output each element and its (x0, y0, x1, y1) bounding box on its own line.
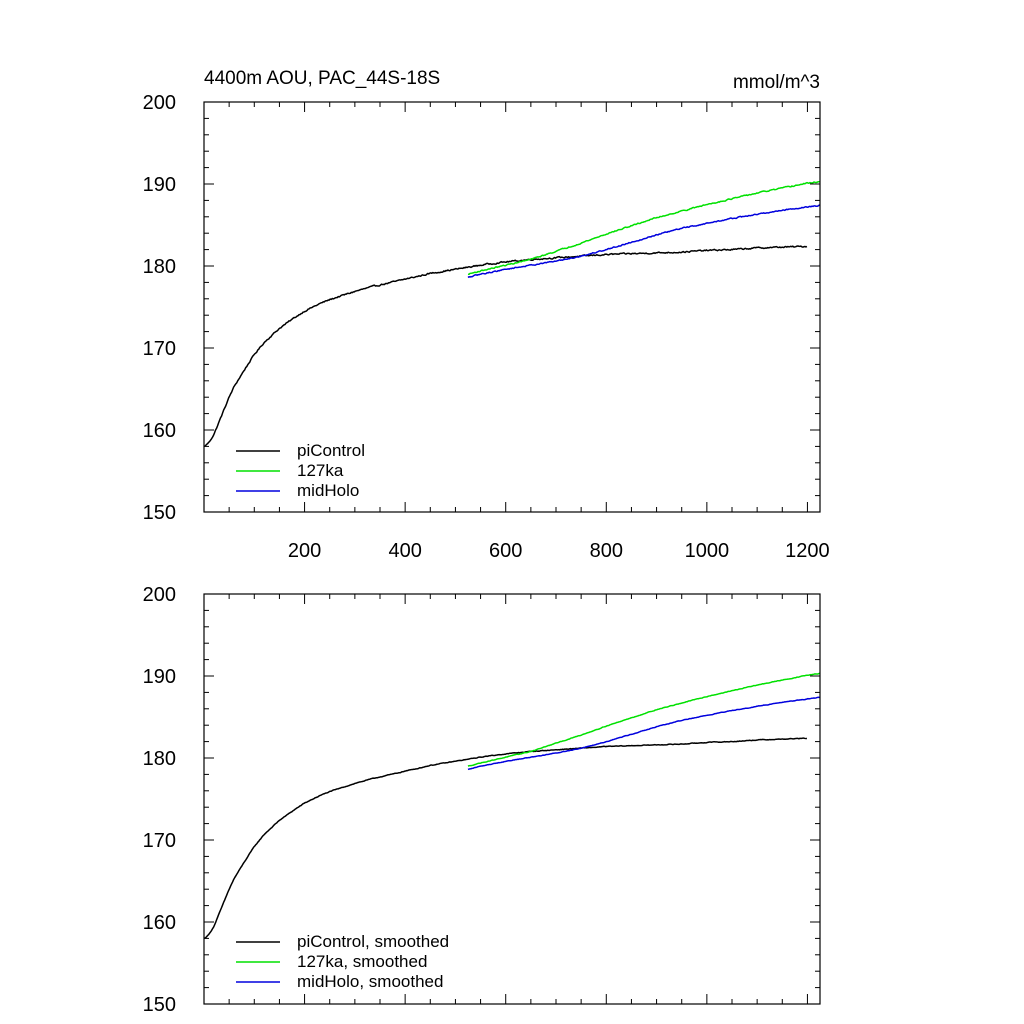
y-tick-label: 160 (143, 420, 176, 442)
y-tick-label: 200 (143, 92, 176, 114)
top-panel: 4400m AOU, PAC_44S-18S mmol/m^3 150 160 17… (143, 68, 830, 562)
units-label: mmol/m^3 (733, 72, 820, 93)
legend-label: piControl (297, 441, 365, 460)
y-tick-label: 180 (143, 256, 176, 278)
y-tick-label: 170 (143, 830, 176, 852)
y-tick-label: 190 (143, 666, 176, 688)
series-layer (204, 672, 821, 940)
chart-title: 4400m AOU, PAC_44S-18S (204, 68, 440, 89)
bottom-panel: 150 160 170 180 190 200 piControl, smoothed 1… (143, 584, 821, 1016)
series-line-127ka-smoothed (467, 672, 821, 767)
legend-label: midHolo, smoothed (297, 972, 443, 991)
x-tick-label: 800 (590, 540, 623, 562)
series-layer (204, 180, 821, 448)
plot-frame (203, 593, 821, 1005)
legend: piControl, smoothed 127ka, smoothed midH… (236, 932, 449, 991)
series-line-picontrol (204, 245, 808, 448)
y-tick-label: 150 (143, 502, 176, 524)
legend-label: 127ka (297, 461, 344, 480)
x-tick-label: 1200 (785, 540, 830, 562)
y-tick-label: 170 (143, 338, 176, 360)
legend-label: 127ka, smoothed (297, 952, 427, 971)
y-tick-label: 150 (143, 994, 176, 1016)
x-tick-label: 400 (388, 540, 421, 562)
legend-label: piControl, smoothed (297, 932, 449, 951)
series-line-127ka (467, 180, 821, 276)
x-tick-label: 600 (489, 540, 522, 562)
x-tick-label: 200 (288, 540, 321, 562)
ticks-layer: 150 160 170 180 190 200 (143, 584, 820, 1016)
y-tick-label: 180 (143, 748, 176, 770)
legend: piControl 127ka midHolo (236, 441, 365, 500)
series-line-picontrol-smoothed (204, 737, 807, 940)
y-tick-label: 190 (143, 174, 176, 196)
legend-label: midHolo (297, 481, 359, 500)
plot-frame (203, 101, 821, 513)
ticks-layer: 150 160 170 180 190 200 200 400 600 800 1000 1200 (143, 92, 830, 562)
x-tick-label: 1000 (685, 540, 730, 562)
y-tick-label: 200 (143, 584, 176, 606)
y-tick-label: 160 (143, 912, 176, 934)
series-line-midholo (467, 204, 821, 279)
series-line-midholo-smoothed (467, 696, 821, 771)
